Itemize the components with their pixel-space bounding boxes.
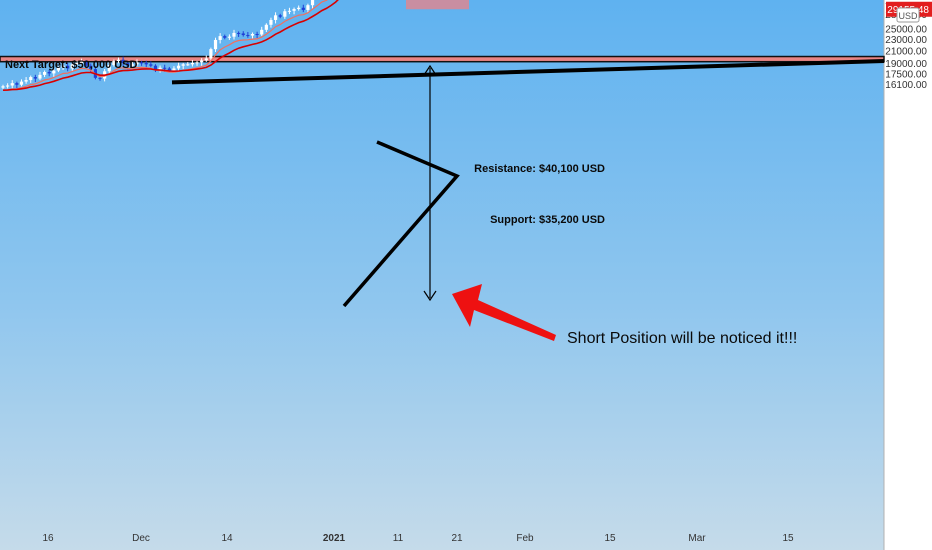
next-target-label: Next Target: $50,000 USD (5, 59, 138, 71)
candle (195, 60, 199, 66)
candle (176, 62, 181, 72)
currency-badge: USD (898, 11, 918, 21)
x-tick-label: 16 (42, 533, 54, 544)
candle (42, 70, 47, 78)
candle (209, 47, 213, 61)
candle (70, 62, 74, 72)
price-axis-background (884, 0, 932, 550)
candle (10, 80, 14, 89)
y-tick-label: 21000.00 (885, 46, 927, 57)
y-tick-label: 16100.00 (885, 80, 927, 91)
candle (241, 31, 245, 37)
candle (89, 63, 93, 73)
candle (19, 79, 24, 87)
triangle-pattern (342, 140, 460, 308)
plot-background (0, 0, 884, 550)
currency-badge-box (896, 7, 920, 23)
x-tick-label: 15 (782, 533, 794, 544)
y-tick-label: 23000.00 (885, 35, 927, 46)
candle (38, 71, 42, 81)
candle (24, 77, 28, 84)
candle (149, 61, 153, 68)
candle (246, 32, 250, 38)
candle (306, 3, 310, 13)
y-tick-label: 19000.00 (885, 59, 927, 70)
x-tick-label: 15 (604, 533, 616, 544)
candle (204, 55, 208, 62)
candle (310, 0, 315, 9)
candle (15, 81, 19, 89)
candle (121, 56, 125, 66)
candle (61, 63, 65, 70)
candle (135, 59, 139, 67)
support-label: Support: $35,200 USD (490, 214, 605, 226)
candle (227, 34, 231, 40)
y-tick-label: 25000.00 (885, 24, 927, 35)
candle (116, 57, 121, 64)
candle (283, 8, 287, 19)
x-tick-label: Mar (688, 533, 706, 544)
candle (200, 58, 204, 66)
candle (158, 65, 162, 73)
stop-zone (406, 0, 469, 10)
candle (56, 66, 61, 73)
candle (264, 23, 268, 32)
candle (181, 62, 185, 70)
candle (250, 32, 255, 39)
x-tick-label: Dec (132, 533, 150, 544)
candle (186, 62, 190, 66)
projection-arrow-up-head (423, 64, 437, 76)
demand-zone-band (0, 55, 885, 63)
callout-arrow (452, 284, 556, 341)
candle (153, 64, 158, 73)
x-tick-label: 11 (393, 533, 404, 544)
candle (213, 37, 218, 52)
long-term-trendline (171, 59, 885, 85)
candle (255, 31, 259, 38)
candle (107, 62, 111, 75)
candle (287, 7, 292, 15)
candle (130, 62, 134, 68)
projection-arrow-down-head (423, 290, 437, 302)
candle (66, 62, 70, 72)
ma-slow-line (2, 0, 339, 91)
candle (297, 5, 301, 11)
candle (52, 67, 56, 77)
callout-label: Short Position will be noticed it!!! (567, 330, 797, 347)
candle (47, 69, 51, 77)
x-tick-label: 21 (451, 533, 463, 544)
candle (29, 75, 33, 83)
candle (218, 33, 222, 44)
x-tick-label: 2021 (323, 533, 346, 544)
candle (278, 13, 282, 19)
candle (140, 60, 144, 66)
candle (79, 58, 84, 66)
resistance-label: Resistance: $40,100 USD (474, 163, 605, 175)
candle (232, 29, 236, 40)
candle (260, 26, 264, 37)
x-tick-label: Feb (516, 533, 534, 544)
x-tick-label: 14 (221, 533, 233, 544)
ma-fast-line (2, 0, 328, 91)
candle (1, 84, 5, 90)
candle (190, 59, 195, 67)
candle (75, 60, 79, 66)
candle (144, 60, 148, 68)
y-tick-label: 17500.00 (885, 70, 927, 81)
candle (269, 17, 273, 28)
candle (84, 60, 88, 69)
candle (33, 74, 37, 83)
candle (301, 4, 305, 13)
candle (112, 59, 116, 67)
candle (237, 31, 241, 37)
candle (6, 83, 10, 89)
candle (292, 7, 296, 15)
candle (223, 34, 227, 40)
candle (273, 12, 278, 24)
